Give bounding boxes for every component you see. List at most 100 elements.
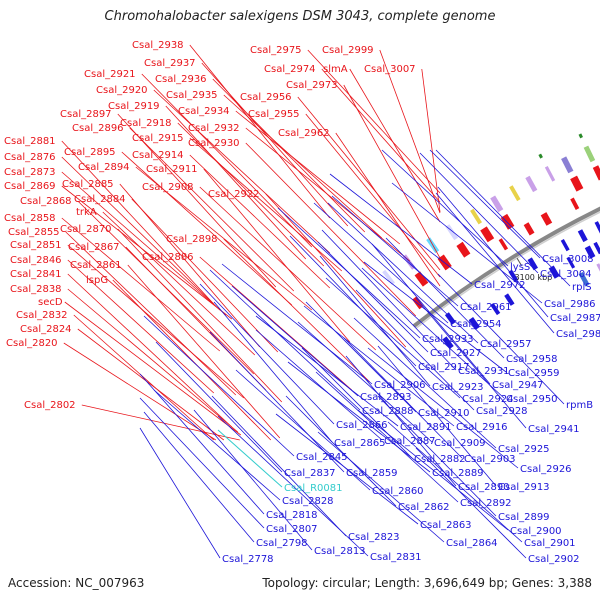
cog-band [490,195,504,213]
gene-label: Csal_2975 [250,45,302,56]
gene-label: Csal_2900 [510,526,562,537]
gene-leader-line [381,149,509,267]
gene-label: Csal_2890 [458,482,510,493]
gene-leader-line [221,263,373,385]
reverse-gene [584,245,596,259]
gene-label: Csal_2858 [4,213,56,224]
gene-label: Csal_2958 [506,354,558,365]
gene-label: Csal_2974 [264,64,316,75]
forward-gene [540,212,553,226]
gene-label: Csal_3004 [540,269,592,280]
gene-leader-line [139,427,221,559]
cog-band [578,272,590,287]
gene-label: Csal_2895 [64,147,116,158]
gene-label: rpmB [566,400,593,411]
rna-gene-label: Csal_R0081 [284,483,343,494]
gene-label: Csal_2918 [120,118,172,129]
gene-leader-line [209,331,345,473]
gene-label: Csal_2885 [62,179,114,190]
gene-leader-line [429,149,541,259]
cog-band [445,224,459,241]
gene-leader-line [63,342,217,441]
gene-leader-line [211,395,347,537]
gene-leader-line [353,317,497,449]
gene-label: slmA [323,64,348,75]
forward-gene [498,238,509,251]
gene-label: Csal_2891 [400,422,452,433]
gene-leader-line [317,431,445,543]
gene-label: trkA [76,207,97,218]
gene-label: Csal_2924 [462,394,514,405]
gene-label: Csal_2831 [370,552,422,563]
gene-leader-line [301,347,413,459]
gene-label: Csal_2807 [266,524,318,535]
gene-leader-line [391,182,543,304]
gene-label: Csal_2870 [60,224,112,235]
gene-leader-line [275,413,419,525]
cog-band [470,208,482,225]
gene-leader-line [325,277,461,399]
gene-label: Csal_2898 [166,234,218,245]
gene-leader-line [435,192,555,334]
gene-leader-line [265,193,407,348]
gene-label: Csal_2930 [188,138,240,149]
forward-gene [523,222,535,236]
gene-label: Csal_2865 [334,438,386,449]
reverse-gene [468,316,481,330]
gene-leader-line [61,140,215,305]
reverse-gene [577,229,588,243]
gene-label: Csal_2961 [460,302,512,313]
gene-leader-line [317,241,429,353]
gene-leader-line [387,421,523,543]
gene-leader-line [235,110,401,245]
map-title: Chromohalobacter salexigens DSM 3043, co… [104,9,496,24]
gene-leader-line [193,409,313,551]
gene-leader-line [102,211,256,356]
gene-leader-line [437,273,565,405]
reverse-gene [566,256,576,269]
gene-leader-line [135,166,313,311]
gene-leader-line [67,259,215,394]
gene-label: Csal_2820 [6,338,58,349]
gene-label: Csal_2837 [284,468,336,479]
gene-leader-line [155,341,283,473]
gene-label: Csal_2999 [322,45,374,56]
gene-label: Csal_2838 [10,284,62,295]
gene-label: Csal_2866 [336,420,388,431]
cog-band [382,269,395,285]
gene-leader-line [81,404,240,441]
gene-leader-line [67,244,245,399]
gene-leader-line [61,156,221,311]
gene-label: Csal_2987 [550,313,600,324]
gene-label: Csal_2841 [10,269,62,280]
gene-leader-line [61,171,227,316]
gene-label: Csal_2860 [372,486,424,497]
gene-leader-line [361,267,505,399]
gene-label: Csal_2859 [346,468,398,479]
forward-gene [456,241,471,258]
gene-leader-line [245,127,411,262]
gene-label: Csal_2955 [248,109,300,120]
gene-leader-line [321,229,457,371]
gene-leader-line [255,329,383,441]
gene-leader-line [435,149,571,287]
gene-leader-line [385,237,505,359]
gene-leader-line [379,49,441,214]
gene-leader-line [223,94,383,239]
gene-leader-line [177,122,325,267]
gene-leader-line [165,105,307,260]
reverse-gene [560,239,570,252]
gene-label: Csal_2935 [166,90,218,101]
gene-label: Csal_2926 [520,464,572,475]
gene-leader-line [139,397,265,529]
gene-leader-line [199,186,377,351]
cog-band [509,185,521,202]
gene-leader-line [213,301,333,443]
gene-leader-line [305,301,417,413]
gene-label: Csal_2917 [418,362,470,373]
gene-leader-line [67,288,239,433]
gene-leader-line [61,217,221,352]
gene-leader-line [421,68,441,213]
gene-leader-line [415,447,527,559]
